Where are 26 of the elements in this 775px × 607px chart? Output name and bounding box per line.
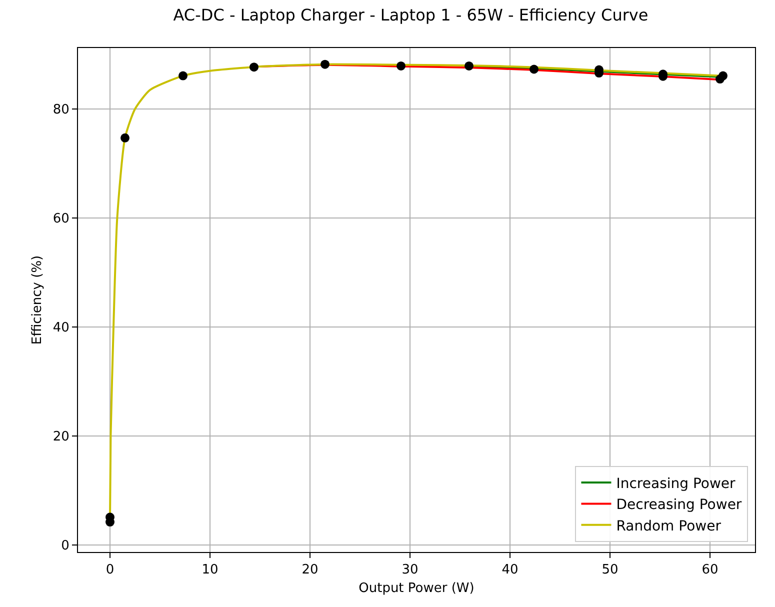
x-tick-label: 40 <box>502 562 518 578</box>
y-tick-label: 80 <box>52 102 70 118</box>
y-tick-label: 60 <box>52 212 70 227</box>
x-tick-label: 0 <box>106 562 114 578</box>
x-tick-label: 60 <box>702 562 718 578</box>
x-axis-title: Output Power (W) <box>358 581 474 596</box>
y-tick-label: 40 <box>52 320 70 336</box>
legend-label: Random Power <box>616 518 722 534</box>
y-tick-label: 20 <box>52 429 70 444</box>
x-tick-label: 20 <box>302 562 318 578</box>
y-axis-title: Efficiency (%) <box>30 255 45 345</box>
point <box>464 61 474 70</box>
x-tick-label: 30 <box>402 562 418 578</box>
y-tick-label: 0 <box>61 538 70 554</box>
point <box>396 61 406 70</box>
point <box>716 74 724 84</box>
legend-label: Increasing Power <box>616 476 736 492</box>
point <box>250 62 258 72</box>
point <box>120 133 130 142</box>
point <box>530 64 538 74</box>
chart-title: AC-DC - Laptop Charger - Laptop 1 - 65W - Efficiency Curve <box>173 5 648 24</box>
legend-label: Decreasing Power <box>616 497 742 514</box>
point <box>178 71 188 80</box>
x-tick-label: 50 <box>602 562 618 578</box>
x-tick-label: 10 <box>202 562 218 578</box>
point <box>320 60 330 69</box>
